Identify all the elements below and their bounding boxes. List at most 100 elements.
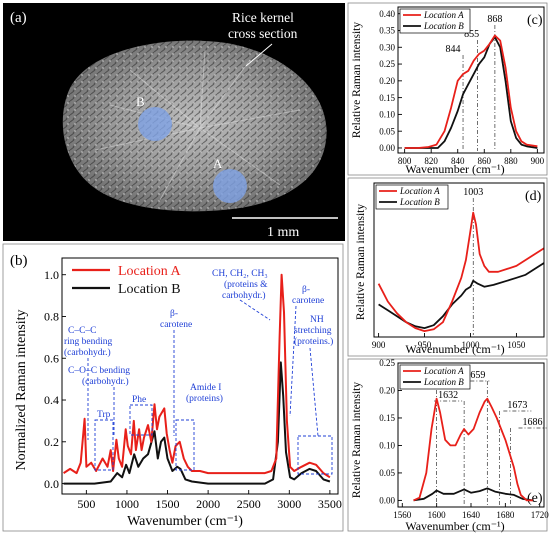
location-b-spot — [138, 107, 172, 141]
location-a-spot — [213, 169, 247, 203]
panel-d-legend-label-b: Location B — [399, 197, 440, 207]
series-line-location-a — [404, 34, 538, 149]
series-line-location-a — [413, 397, 533, 502]
rice-kernel-image — [62, 40, 327, 212]
panel-d-peak-markers: 1003 — [463, 187, 483, 335]
location-b-marker: B — [136, 94, 145, 109]
panel-c-frame — [347, 2, 548, 176]
peak-label: 1632 — [438, 390, 458, 401]
y-tick-label: 0.00 — [379, 143, 395, 153]
series-line-location-b — [413, 487, 533, 502]
x-tick-label: 820 — [424, 156, 438, 166]
y-tick-label: 0.35 — [379, 26, 395, 36]
series-line-location-b — [63, 361, 331, 485]
annotation-nh-line-2: stretching — [294, 326, 332, 336]
panel-c-label: (c) — [527, 13, 543, 28]
y-tick-label: 0.10 — [379, 441, 395, 451]
panel-b-series — [63, 273, 331, 485]
panel-d-series — [377, 211, 545, 332]
y-tick-label: 0.6 — [44, 351, 59, 365]
y-tick-label: 0.25 — [379, 59, 395, 69]
x-tick-label: 1640 — [462, 510, 481, 520]
x-tick-label: 1720 — [531, 510, 550, 520]
panel-b-xlabel: Wavenumber (cm⁻¹) — [127, 514, 243, 529]
annotation-ch-line-1: CH, CH₂, CH₃ — [212, 269, 268, 279]
panel-d-legend-label-a: Location A — [399, 186, 440, 196]
y-tick-label: 0.4 — [44, 393, 59, 407]
caption-line-2: cross section — [228, 26, 298, 41]
peak-label: 844 — [446, 44, 461, 55]
panel-b-annotation-leaders — [87, 299, 333, 475]
x-tick-label: 800 — [398, 156, 412, 166]
panel-e-y-axis: 0.00 0.05 0.10 0.15 0.20 0.25 — [379, 358, 402, 506]
panel-b-plot-frame — [61, 257, 339, 495]
x-tick-label: 3500 — [318, 497, 342, 511]
panel-e-series — [413, 397, 533, 502]
x-tick-label: 860 — [478, 156, 492, 166]
panel-e: (e) Relative Raman intensity Wavenumber … — [347, 358, 549, 533]
x-tick-label: 1680 — [496, 510, 515, 520]
series-line-location-a — [63, 273, 331, 479]
panel-e-label: (e) — [527, 491, 543, 506]
panel-d-legend: Location A Location B — [375, 184, 449, 210]
annotation-amide-line-1: Amide I — [190, 383, 221, 393]
peak-label: 868 — [487, 14, 502, 25]
y-tick-label: 0.15 — [379, 413, 395, 423]
peak-label: 1659 — [465, 370, 485, 381]
peak-label: 1686 — [523, 417, 543, 428]
box-amide — [175, 419, 195, 471]
x-tick-label: 880 — [504, 156, 518, 166]
x-tick-label: 950 — [418, 340, 432, 350]
peak-label: 855 — [464, 29, 479, 40]
panel-d-frame — [347, 177, 548, 357]
annotation-carotene2-line-2: carotene — [292, 296, 324, 306]
peak-label: 1673 — [507, 400, 527, 411]
series-line-location-a — [377, 211, 545, 332]
y-tick-label: 0.00 — [379, 496, 395, 506]
panel-d: (d) Relative Raman intensity Wavenumber … — [347, 177, 548, 357]
scale-bar-label: 1 mm — [267, 225, 299, 240]
y-tick-label: 0.40 — [379, 9, 395, 19]
series-line-location-b — [404, 36, 538, 149]
panel-a: (a) Rice kernel cross section B A 1 mm — [3, 3, 345, 241]
panel-c: (c) Relative Raman intensity Wavenumber … — [347, 2, 548, 176]
panel-e-legend: Location A Location B — [399, 364, 471, 390]
panel-c-legend-box — [399, 8, 471, 34]
panel-e-legend-label-a: Location A — [423, 366, 464, 376]
y-tick-label: 0.8 — [44, 310, 59, 324]
panel-e-peak-markers: 16001632165916731686 — [406, 370, 547, 505]
annotation-trp: Trp — [97, 410, 111, 420]
panel-e-plot-frame — [397, 362, 545, 508]
caption-line-1: Rice kernel — [232, 10, 294, 25]
y-tick-label: 0.0 — [44, 477, 59, 491]
y-tick-label: 0.20 — [379, 386, 395, 396]
panel-d-label: (d) — [525, 189, 542, 204]
panel-c-ylabel: Relative Raman intensity — [351, 22, 363, 139]
panel-e-x-axis: 1560 1600 1640 1680 1720 — [393, 503, 549, 520]
panel-d-ylabel: Relative Raman intensity — [355, 204, 367, 321]
x-tick-label: 1600 — [428, 510, 447, 520]
panel-e-ylabel: Relative Raman intensity — [351, 382, 363, 499]
panel-b-frame — [2, 243, 344, 532]
y-tick-label: 0.15 — [379, 93, 395, 103]
y-tick-label: 1.0 — [44, 268, 59, 282]
annotation-phe: Phe — [132, 395, 146, 405]
box-nh — [297, 435, 333, 475]
annotation-ccc-line-1: C–C–C — [68, 326, 97, 336]
x-tick-label: 2000 — [196, 497, 220, 511]
y-tick-label: 0.30 — [379, 42, 395, 52]
x-tick-label: 2500 — [237, 497, 261, 511]
y-tick-label: 0.05 — [379, 126, 395, 136]
panel-c-y-axis: 0.00 0.05 0.10 0.15 0.20 0.25 0.30 0.35 0.40 — [379, 9, 402, 153]
x-tick-label: 500 — [77, 497, 95, 511]
panel-d-xlabel: Wavenumber (cm⁻¹) — [405, 342, 504, 356]
annotation-carotene1-line-1: β- — [170, 309, 178, 319]
caption-pointer — [245, 43, 273, 67]
x-tick-label: 840 — [451, 156, 465, 166]
x-tick-label: 1050 — [507, 340, 526, 350]
panel-e-legend-box — [399, 364, 471, 390]
peak-label: 1003 — [463, 187, 483, 198]
panel-e-legend-label-b: Location B — [423, 377, 464, 387]
x-tick-label: 900 — [531, 156, 545, 166]
y-tick-label: 0.20 — [379, 76, 395, 86]
